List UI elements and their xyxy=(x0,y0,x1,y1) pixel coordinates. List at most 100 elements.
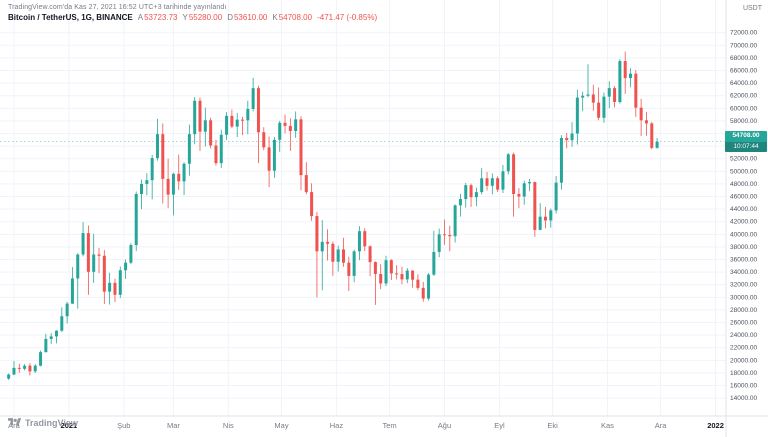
candle xyxy=(44,333,48,353)
ohlc-high: Y55280.00 xyxy=(182,13,223,22)
candle xyxy=(427,273,431,301)
candle xyxy=(384,255,388,287)
price-tick-label: 36000.00 xyxy=(730,257,757,264)
time-axis[interactable]: Ara 2021 Şub Mar Nis May Haz Tem Ağu Eyl Eki Kas Ara… xyxy=(8,421,724,430)
candle xyxy=(155,118,159,161)
candle xyxy=(299,116,303,191)
ohlc-low: D53610.00 xyxy=(227,13,268,22)
candle xyxy=(623,51,627,94)
candle xyxy=(129,243,133,264)
candle xyxy=(634,70,638,117)
time-tick-label: 2021 xyxy=(61,421,78,430)
candle xyxy=(405,268,409,284)
candle xyxy=(12,360,16,376)
candlestick-series xyxy=(7,51,659,380)
candle xyxy=(65,301,69,324)
candle xyxy=(368,245,372,277)
price-tick-label: 22000.00 xyxy=(730,345,757,352)
candle xyxy=(352,249,356,283)
candle xyxy=(86,225,90,295)
price-tick-label: 64000.00 xyxy=(730,80,757,87)
candle xyxy=(235,113,239,137)
candle xyxy=(294,111,298,138)
candle xyxy=(166,158,170,209)
candle xyxy=(474,187,478,207)
candle xyxy=(342,237,346,267)
candle xyxy=(591,84,595,111)
candle xyxy=(246,100,250,135)
candle xyxy=(363,228,367,252)
candle xyxy=(629,68,633,88)
price-tick-label: 32000.00 xyxy=(730,282,757,289)
candle xyxy=(209,117,213,149)
ohlc-open: A53723.73 xyxy=(137,13,178,22)
price-tick-label: 34000.00 xyxy=(730,269,757,276)
candle xyxy=(49,333,53,344)
price-tick-label: 68000.00 xyxy=(730,55,757,62)
symbol-info-row: Bitcoin / TetherUS, 1G, BINANCE A53723.7… xyxy=(8,13,377,22)
time-tick-label: Tem xyxy=(382,421,396,430)
candle xyxy=(326,229,330,261)
attribution-text: TradingView.com'da Kas 27, 2021 16:52 UT… xyxy=(8,4,227,11)
candle xyxy=(28,363,32,376)
candle xyxy=(581,91,585,112)
candle xyxy=(347,256,351,292)
candle xyxy=(17,363,21,373)
candle xyxy=(421,281,425,302)
time-tick-label: Ara xyxy=(655,421,668,430)
candle xyxy=(76,253,80,309)
candle xyxy=(150,154,154,200)
tradingview-wordmark: TradingView xyxy=(25,417,78,428)
candle xyxy=(485,171,489,191)
price-scale-unit: USDT xyxy=(742,5,762,12)
candle xyxy=(411,270,415,288)
tradingview-logo[interactable]: TradingView xyxy=(8,417,78,428)
candle xyxy=(469,183,473,207)
candle xyxy=(453,204,457,243)
price-tick-label: 58000.00 xyxy=(730,118,757,125)
candle xyxy=(448,225,452,252)
candle xyxy=(70,267,74,304)
candle xyxy=(597,87,601,121)
candle xyxy=(458,193,462,217)
candle xyxy=(607,81,611,109)
candle xyxy=(272,136,276,178)
price-tick-label: 70000.00 xyxy=(730,42,757,49)
candle xyxy=(177,154,181,190)
candle xyxy=(92,233,96,283)
candle xyxy=(171,172,175,216)
candle xyxy=(278,120,282,152)
price-tick-label: 14000.00 xyxy=(730,395,757,402)
candle xyxy=(533,181,537,237)
candle xyxy=(655,138,659,149)
candle xyxy=(437,228,441,258)
candle xyxy=(320,220,324,291)
candle xyxy=(187,124,191,176)
candle xyxy=(442,219,446,245)
time-tick-label: Ağu xyxy=(438,421,451,430)
price-tick-label: 50000.00 xyxy=(730,168,757,175)
candle xyxy=(241,116,245,136)
time-tick-label: Şub xyxy=(117,421,130,430)
price-axis[interactable]: 14000.00 16000.00 18000.00 20000.00 22000.00… xyxy=(730,30,757,402)
candle xyxy=(134,191,138,252)
price-tick-label: 20000.00 xyxy=(730,357,757,364)
candle xyxy=(81,222,85,257)
candle xyxy=(108,272,112,305)
ohlc-close: K54708.00 xyxy=(272,13,313,22)
candle xyxy=(528,178,532,192)
candle xyxy=(214,139,218,166)
candle xyxy=(283,114,287,134)
candle xyxy=(193,96,197,145)
candle xyxy=(256,85,260,164)
candle xyxy=(118,266,122,298)
candle xyxy=(336,245,340,272)
price-tick-label: 38000.00 xyxy=(730,244,757,251)
time-tick-label: Ara xyxy=(8,421,21,430)
candle xyxy=(496,176,500,193)
time-tick-label: Eyl xyxy=(494,421,505,430)
candle xyxy=(554,176,558,214)
price-tick-label: 52000.00 xyxy=(730,156,757,163)
candle xyxy=(60,307,64,332)
